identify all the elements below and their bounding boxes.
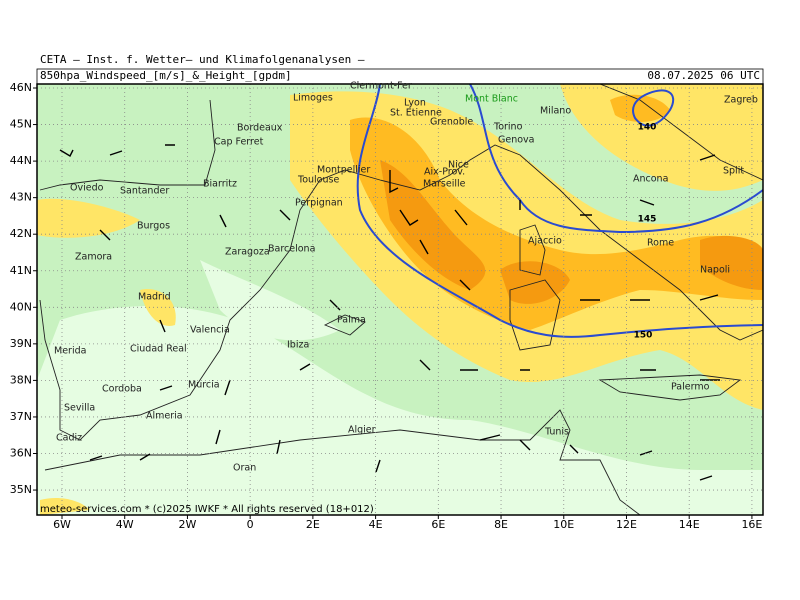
- city-label: Mont Blanc: [465, 94, 518, 105]
- city-label: Grenoble: [430, 117, 473, 128]
- lon-label: 12E: [616, 518, 637, 531]
- city-label: Sevilla: [64, 403, 95, 414]
- city-label: Torino: [493, 122, 523, 133]
- graticule: [37, 84, 763, 515]
- header-institute: CETA – Inst. f. Wetter– und Klimafolgena…: [40, 53, 365, 66]
- lat-label: 37N: [10, 410, 32, 423]
- lat-label: 41N: [10, 264, 32, 277]
- contour-label: 140: [638, 123, 657, 133]
- lon-label: 0: [247, 518, 254, 531]
- city-label: Biarritz: [203, 179, 237, 190]
- lon-label: 8E: [494, 518, 508, 531]
- lat-label: 42N: [10, 227, 32, 240]
- city-label: Zaragoza: [225, 247, 270, 258]
- footer: meteo-services.com * (c)2025 IWKF * All …: [40, 504, 374, 515]
- city-label: Napoli: [700, 265, 730, 276]
- lon-label: 4W: [116, 518, 134, 531]
- city-label: Genova: [498, 135, 534, 146]
- city-label: Valencia: [190, 325, 230, 336]
- wind-barbs: [59, 144, 720, 481]
- lon-label: 14E: [679, 518, 700, 531]
- map-field: [37, 84, 763, 515]
- city-label: Barcelona: [268, 244, 315, 255]
- header-time: 08.07.2025 06 UTC: [647, 69, 760, 82]
- city-label: Merida: [54, 346, 86, 357]
- contour-label: 150: [634, 331, 653, 341]
- lon-label: 10E: [553, 518, 574, 531]
- city-label: Milano: [540, 106, 571, 117]
- city-label: Almeria: [146, 411, 183, 422]
- city-label: Tunis: [544, 427, 569, 438]
- lon-label: 2W: [179, 518, 197, 531]
- city-label: Madrid: [138, 292, 171, 303]
- lat-label: 46N: [10, 81, 32, 94]
- lon-label: 6E: [431, 518, 445, 531]
- lat-label: 43N: [10, 191, 32, 204]
- city-label: Nice: [448, 160, 469, 171]
- city-label: Santander: [120, 186, 169, 197]
- lat-label: 39N: [10, 337, 32, 350]
- city-label: Lyon: [404, 98, 426, 109]
- city-label: Split: [723, 166, 744, 177]
- city-label: St. Etienne: [390, 108, 442, 119]
- city-label: Algier: [348, 425, 376, 436]
- city-label: Rome: [647, 238, 674, 249]
- city-label: Burgos: [137, 221, 170, 232]
- city-label: Palermo: [671, 382, 710, 393]
- lon-label: 4E: [369, 518, 383, 531]
- city-label: Ibiza: [287, 340, 309, 351]
- city-label: Zamora: [75, 252, 112, 263]
- contour-label: 145: [638, 215, 657, 225]
- city-label: Ciudad Real: [130, 344, 187, 355]
- city-label: Oran: [233, 463, 256, 474]
- city-label: Perpignan: [295, 198, 343, 209]
- city-label: Bordeaux: [237, 123, 283, 134]
- city-label: Ajaccio: [528, 236, 562, 247]
- city-label: Aix-Prov.: [424, 167, 465, 178]
- city-label: Ancona: [633, 174, 668, 185]
- map-frame: [36, 83, 764, 516]
- city-label: Toulouse: [297, 175, 339, 186]
- city-label: Cadiz: [56, 433, 82, 444]
- header-product: 850hpa_Windspeed_[m/s]_&_Height_[gpdm]: [40, 69, 292, 82]
- city-label: Clermont-Fer: [350, 81, 412, 92]
- lat-label: 45N: [10, 118, 32, 131]
- lon-label: 6W: [53, 518, 71, 531]
- city-label: Marseille: [423, 179, 466, 190]
- lat-label: 44N: [10, 154, 32, 167]
- lon-label: 16E: [741, 518, 762, 531]
- city-label: Palma: [337, 315, 366, 326]
- lat-label: 35N: [10, 483, 32, 496]
- city-label: Montpellier: [317, 165, 370, 176]
- city-label: Cap Ferret: [214, 137, 264, 148]
- lat-label: 40N: [10, 300, 32, 313]
- city-label: Murcia: [188, 380, 220, 391]
- lon-label: 2E: [306, 518, 320, 531]
- lat-label: 38N: [10, 373, 32, 386]
- city-label: Limoges: [293, 93, 333, 104]
- city-label: Oviedo: [70, 183, 104, 194]
- lat-label: 36N: [10, 447, 32, 460]
- city-label: Zagreb: [724, 95, 758, 106]
- city-label: Cordoba: [102, 384, 142, 395]
